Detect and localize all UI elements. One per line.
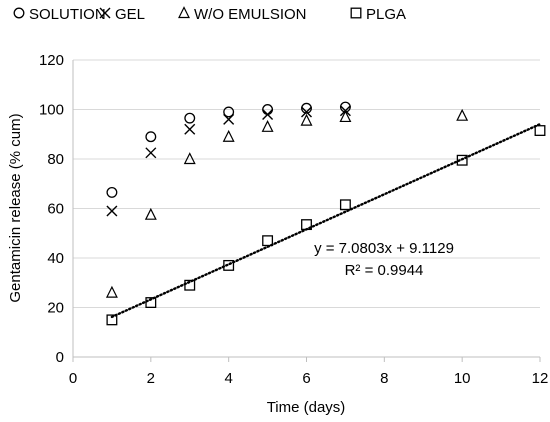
solution-point — [106, 186, 118, 198]
w-o-emulsion-point — [183, 152, 196, 165]
legend-marker-solution — [13, 7, 25, 19]
x-tick-label: 8 — [380, 370, 388, 387]
plga-point — [456, 154, 468, 166]
w-o-emulsion-point — [339, 110, 352, 123]
y-tick-label: 40 — [47, 250, 64, 267]
legend-marker-w-o-emulsion — [178, 6, 190, 19]
plga-point — [106, 314, 118, 326]
gel-point — [262, 108, 274, 120]
x-tick-label: 2 — [147, 370, 155, 387]
legend-label-gel: GEL — [115, 6, 145, 23]
w-o-emulsion-point — [222, 129, 235, 142]
x-tick-label: 0 — [69, 370, 77, 387]
plga-point — [223, 259, 235, 271]
w-o-emulsion-point — [456, 108, 469, 121]
y-tick-label: 20 — [47, 300, 64, 317]
x-axis-title: Time (days) — [267, 399, 346, 416]
solution-point — [145, 131, 157, 143]
legend-item-gel: GEL — [99, 6, 145, 23]
x-tick-label: 6 — [302, 370, 310, 387]
plga-point — [184, 279, 196, 291]
legend-marker-gel — [99, 7, 111, 19]
x-tick-label: 4 — [224, 370, 232, 387]
legend-label-w-o-emulsion: W/O EMULSION — [194, 6, 307, 23]
data-points — [105, 101, 546, 326]
gel-point — [106, 205, 118, 217]
w-o-emulsion-point — [261, 119, 274, 132]
x-tick-labels: 0 2 4 6 8 10 12 — [69, 370, 549, 387]
w-o-emulsion-point — [105, 285, 118, 298]
w-o-emulsion-point — [144, 207, 157, 220]
y-tick-label: 120 — [39, 52, 64, 69]
x-tick-label: 12 — [532, 370, 549, 387]
x-tick-label: 10 — [454, 370, 471, 387]
w-o-emulsion-point — [300, 113, 313, 126]
y-tick-label: 100 — [39, 102, 64, 119]
gel-point — [301, 106, 312, 118]
solution-point — [301, 102, 312, 114]
legend-item-w-o-emulsion: W/O EMULSION — [178, 6, 307, 23]
axes — [72, 60, 541, 362]
y-tick-label: 0 — [56, 349, 64, 366]
solution-point — [223, 106, 235, 118]
y-tick-label: 80 — [47, 151, 64, 168]
legend-item-solution: SOLUTION — [13, 6, 106, 23]
trendline — [110, 122, 542, 319]
legend-item-plga: PLGA — [350, 6, 406, 23]
legend-label-solution: SOLUTION — [29, 6, 106, 23]
plga-point — [301, 219, 312, 231]
plga-point — [534, 125, 546, 136]
plga-point — [339, 199, 351, 211]
gel-point — [223, 113, 235, 125]
gridlines — [73, 59, 540, 308]
r-squared-label: R² = 0.9944 — [345, 262, 424, 279]
legend-label-plga: PLGA — [366, 6, 406, 23]
solution-point — [184, 112, 196, 124]
legend: SOLUTION GEL W/O EMULSION PLGA — [13, 6, 406, 23]
plga-point — [145, 297, 157, 309]
gel-point — [184, 123, 196, 135]
legend-marker-plga — [350, 7, 362, 19]
y-tick-label: 60 — [47, 201, 64, 218]
plga-point — [262, 235, 274, 247]
y-axis-title: Gentamicin release (% cum) — [7, 113, 24, 302]
y-tick-labels: 0 20 40 60 80 100 120 — [39, 52, 64, 366]
gel-point — [145, 147, 157, 159]
trendline-equation: y = 7.0803x + 9.1129 — [314, 240, 454, 257]
